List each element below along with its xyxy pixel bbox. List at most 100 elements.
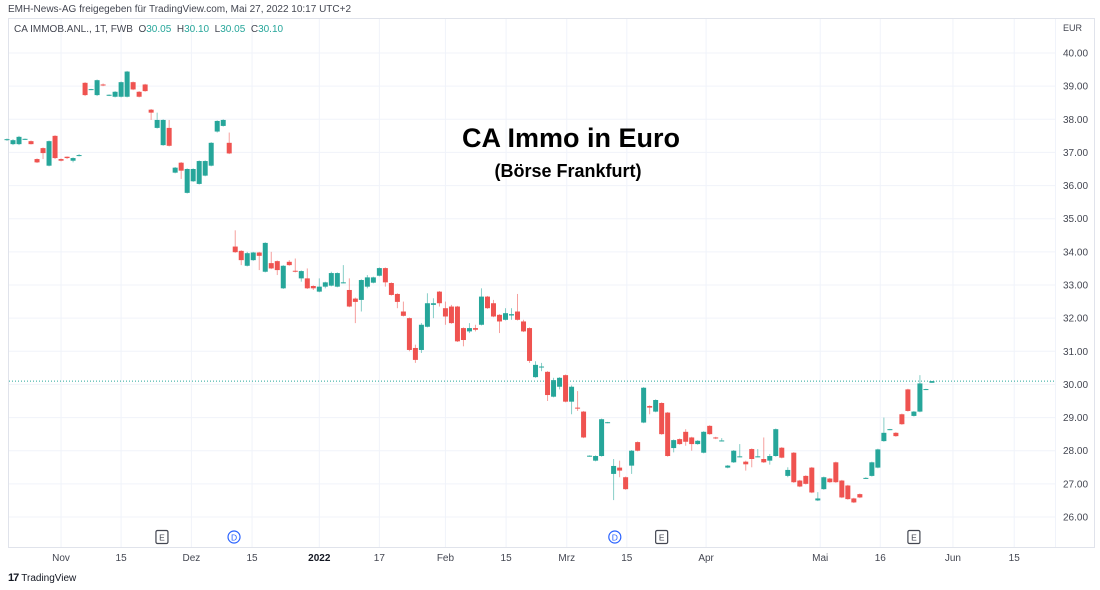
candle-body-up[interactable] xyxy=(755,456,761,458)
candle-body-up[interactable] xyxy=(10,140,16,145)
candle-body-down[interactable] xyxy=(797,480,803,487)
candle-body-down[interactable] xyxy=(274,261,280,271)
candle-body-up[interactable] xyxy=(671,440,677,449)
candle-body-up[interactable] xyxy=(587,455,593,457)
candle-body-down[interactable] xyxy=(833,462,839,483)
candle-body-up[interactable] xyxy=(911,411,917,416)
candle-body-up[interactable] xyxy=(509,314,515,316)
candle-body-down[interactable] xyxy=(412,347,418,360)
candle-body-down[interactable] xyxy=(256,252,262,256)
candle-body-up[interactable] xyxy=(773,429,779,457)
candle-body-up[interactable] xyxy=(196,161,202,184)
candle-body-down[interactable] xyxy=(677,439,683,445)
tradingview-branding[interactable]: 17 TradingView xyxy=(8,572,76,584)
candle-body-down[interactable] xyxy=(136,91,142,97)
candle-body-up[interactable] xyxy=(785,469,791,476)
candle-body-up[interactable] xyxy=(551,380,557,397)
candle-body-down[interactable] xyxy=(707,425,713,435)
candle-body-up[interactable] xyxy=(370,277,376,283)
candle-body-up[interactable] xyxy=(298,271,304,279)
candle-body-up[interactable] xyxy=(737,456,743,458)
candle-body-down[interactable] xyxy=(442,308,448,317)
candle-body-up[interactable] xyxy=(869,462,875,476)
candle-body-down[interactable] xyxy=(791,452,797,483)
candle-body-down[interactable] xyxy=(40,148,46,154)
candle-body-up[interactable] xyxy=(244,253,250,266)
candle-body-up[interactable] xyxy=(88,89,94,91)
candle-body-up[interactable] xyxy=(641,387,647,423)
candle-body-up[interactable] xyxy=(502,313,508,320)
candle-body-up[interactable] xyxy=(815,498,821,501)
candle-body-down[interactable] xyxy=(683,431,689,442)
candle-body-down[interactable] xyxy=(665,412,671,457)
candle-body-down[interactable] xyxy=(178,162,184,171)
candle-body-down[interactable] xyxy=(388,283,394,295)
candle-body-down[interactable] xyxy=(352,298,358,302)
candle-body-up[interactable] xyxy=(358,280,364,300)
candle-body-down[interactable] xyxy=(899,414,905,425)
candle-body-up[interactable] xyxy=(533,364,539,378)
candle-body-down[interactable] xyxy=(394,293,400,302)
candle-body-up[interactable] xyxy=(767,456,773,461)
candle-body-up[interactable] xyxy=(629,450,635,466)
candle-body-down[interactable] xyxy=(857,494,863,498)
candle-body-down[interactable] xyxy=(581,411,587,438)
candle-body-down[interactable] xyxy=(268,263,274,269)
candle-body-down[interactable] xyxy=(142,84,148,92)
candle-body-down[interactable] xyxy=(647,405,653,408)
candle-body-up[interactable] xyxy=(611,465,617,474)
candle-body-up[interactable] xyxy=(94,80,100,96)
candle-body-down[interactable] xyxy=(827,478,833,483)
candle-body-up[interactable] xyxy=(106,94,112,96)
candle-body-down[interactable] xyxy=(659,402,665,435)
candle-body-up[interactable] xyxy=(22,138,28,140)
candle-body-down[interactable] xyxy=(749,449,755,459)
candle-body-up[interactable] xyxy=(328,273,334,286)
candle-body-up[interactable] xyxy=(605,422,611,424)
candle-body-up[interactable] xyxy=(4,139,10,141)
candle-body-up[interactable] xyxy=(184,169,190,193)
candle-body-down[interactable] xyxy=(761,459,767,463)
candle-body-down[interactable] xyxy=(346,289,352,307)
candle-body-down[interactable] xyxy=(521,321,527,332)
earnings-marker-icon[interactable] xyxy=(655,529,669,545)
candle-body-down[interactable] xyxy=(472,328,478,330)
candle-body-down[interactable] xyxy=(845,485,851,500)
candle-body-up[interactable] xyxy=(76,155,82,157)
candle-body-down[interactable] xyxy=(545,371,551,396)
candle-body-down[interactable] xyxy=(400,311,406,316)
candle-body-down[interactable] xyxy=(617,467,623,471)
candle-body-down[interactable] xyxy=(238,250,244,261)
candle-body-down[interactable] xyxy=(304,278,310,289)
candle-body-down[interactable] xyxy=(803,475,809,484)
candle-body-down[interactable] xyxy=(779,447,785,458)
candle-body-down[interactable] xyxy=(34,159,40,163)
candle-body-down[interactable] xyxy=(100,84,106,86)
candle-body-up[interactable] xyxy=(887,429,893,431)
candle-body-down[interactable] xyxy=(515,311,521,320)
candle-body-down[interactable] xyxy=(563,375,569,402)
candle-body-up[interactable] xyxy=(539,366,545,368)
candle-body-down[interactable] xyxy=(635,442,641,451)
candle-body-up[interactable] xyxy=(334,273,340,287)
candle-body-up[interactable] xyxy=(719,440,725,442)
candle-body-up[interactable] xyxy=(653,400,659,412)
candle-body-up[interactable] xyxy=(923,389,929,391)
candle-body-up[interactable] xyxy=(599,419,605,457)
candle-body-up[interactable] xyxy=(340,282,346,284)
candle-body-up[interactable] xyxy=(46,141,52,166)
candle-body-up[interactable] xyxy=(250,252,256,261)
candle-body-up[interactable] xyxy=(190,169,196,182)
candle-body-up[interactable] xyxy=(881,432,887,442)
candle-body-down[interactable] xyxy=(851,498,857,503)
candle-body-up[interactable] xyxy=(569,386,575,402)
candle-body-up[interactable] xyxy=(418,324,424,350)
candle-body-up[interactable] xyxy=(70,158,76,161)
candle-body-up[interactable] xyxy=(202,161,208,176)
candle-body-up[interactable] xyxy=(821,477,827,490)
candle-body-down[interactable] xyxy=(496,314,502,322)
candle-body-down[interactable] xyxy=(28,141,34,145)
candle-body-up[interactable] xyxy=(124,71,130,97)
candle-body-up[interactable] xyxy=(112,91,118,97)
